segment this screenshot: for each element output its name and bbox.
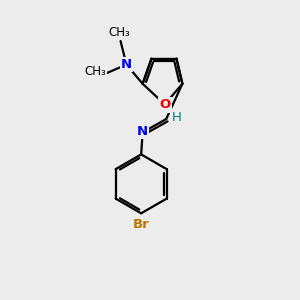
Text: O: O bbox=[159, 98, 171, 111]
Text: CH₃: CH₃ bbox=[108, 26, 130, 39]
Text: N: N bbox=[136, 125, 148, 138]
Text: Br: Br bbox=[133, 218, 149, 231]
Text: N: N bbox=[121, 58, 132, 71]
Text: H: H bbox=[172, 111, 182, 124]
Text: CH₃: CH₃ bbox=[85, 65, 106, 79]
